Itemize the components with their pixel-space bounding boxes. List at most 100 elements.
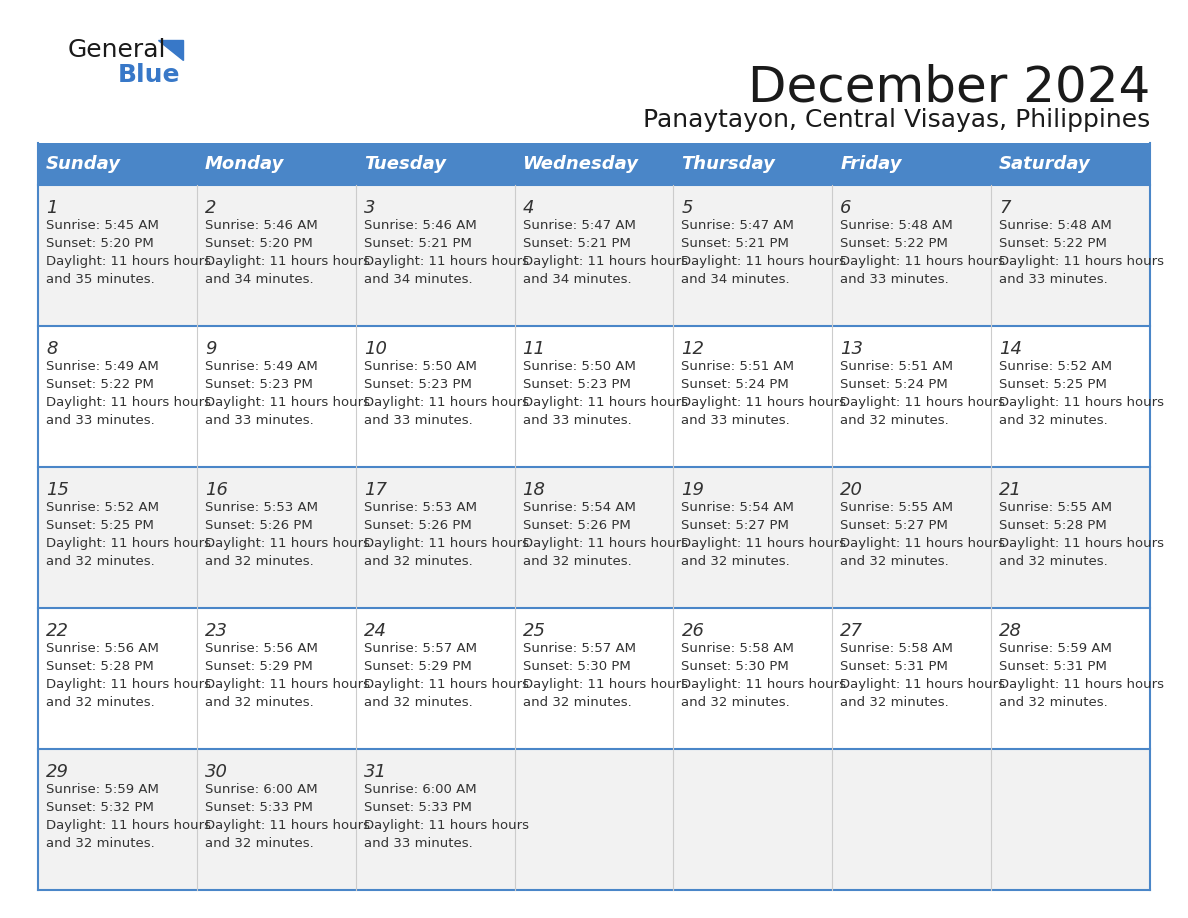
- Text: Sunset: 5:20 PM: Sunset: 5:20 PM: [46, 237, 153, 250]
- Text: Sunset: 5:27 PM: Sunset: 5:27 PM: [840, 519, 948, 532]
- Text: 11: 11: [523, 340, 545, 358]
- Text: and 33 minutes.: and 33 minutes.: [682, 414, 790, 427]
- Bar: [38, 608, 1150, 749]
- Text: Sunrise: 6:00 AM: Sunrise: 6:00 AM: [204, 783, 317, 796]
- Text: Sunset: 5:25 PM: Sunset: 5:25 PM: [999, 378, 1107, 391]
- Text: Sunrise: 5:59 AM: Sunrise: 5:59 AM: [46, 783, 159, 796]
- Text: Sunset: 5:22 PM: Sunset: 5:22 PM: [840, 237, 948, 250]
- Text: Sunset: 5:22 PM: Sunset: 5:22 PM: [46, 378, 154, 391]
- Text: Sunrise: 5:47 AM: Sunrise: 5:47 AM: [523, 219, 636, 232]
- Text: Daylight: 11 hours hours: Daylight: 11 hours hours: [682, 678, 846, 691]
- Text: Sunset: 5:32 PM: Sunset: 5:32 PM: [46, 801, 154, 814]
- Text: 29: 29: [46, 763, 69, 781]
- Text: 1: 1: [46, 199, 57, 217]
- Text: Sunrise: 5:54 AM: Sunrise: 5:54 AM: [682, 501, 795, 514]
- Text: Sunrise: 5:50 AM: Sunrise: 5:50 AM: [364, 360, 476, 373]
- Text: and 32 minutes.: and 32 minutes.: [840, 555, 949, 568]
- Polygon shape: [158, 40, 183, 60]
- Text: and 33 minutes.: and 33 minutes.: [840, 273, 949, 286]
- Text: 19: 19: [682, 481, 704, 499]
- Text: Sunday: Sunday: [46, 155, 121, 173]
- Text: Sunset: 5:21 PM: Sunset: 5:21 PM: [523, 237, 631, 250]
- Text: Sunrise: 5:58 AM: Sunrise: 5:58 AM: [840, 642, 953, 655]
- Text: Sunset: 5:20 PM: Sunset: 5:20 PM: [204, 237, 312, 250]
- Text: Sunset: 5:33 PM: Sunset: 5:33 PM: [364, 801, 472, 814]
- Bar: [38, 143, 1150, 185]
- Text: and 32 minutes.: and 32 minutes.: [204, 555, 314, 568]
- Text: Sunset: 5:21 PM: Sunset: 5:21 PM: [682, 237, 789, 250]
- Text: Sunrise: 5:50 AM: Sunrise: 5:50 AM: [523, 360, 636, 373]
- Text: and 32 minutes.: and 32 minutes.: [364, 696, 473, 709]
- Text: and 33 minutes.: and 33 minutes.: [46, 414, 154, 427]
- Text: 31: 31: [364, 763, 387, 781]
- Text: Daylight: 11 hours hours: Daylight: 11 hours hours: [523, 537, 688, 550]
- Text: Panaytayon, Central Visayas, Philippines: Panaytayon, Central Visayas, Philippines: [643, 108, 1150, 132]
- Text: Sunset: 5:31 PM: Sunset: 5:31 PM: [999, 660, 1107, 673]
- Text: Sunrise: 5:59 AM: Sunrise: 5:59 AM: [999, 642, 1112, 655]
- Text: and 33 minutes.: and 33 minutes.: [999, 273, 1108, 286]
- Text: and 34 minutes.: and 34 minutes.: [523, 273, 631, 286]
- Text: Sunset: 5:23 PM: Sunset: 5:23 PM: [204, 378, 312, 391]
- Text: 10: 10: [364, 340, 387, 358]
- Text: 8: 8: [46, 340, 57, 358]
- Text: 20: 20: [840, 481, 864, 499]
- Text: 12: 12: [682, 340, 704, 358]
- Text: Daylight: 11 hours hours: Daylight: 11 hours hours: [364, 537, 529, 550]
- Text: Daylight: 11 hours hours: Daylight: 11 hours hours: [840, 537, 1005, 550]
- Text: Daylight: 11 hours hours: Daylight: 11 hours hours: [682, 396, 846, 409]
- Text: Sunrise: 5:57 AM: Sunrise: 5:57 AM: [523, 642, 636, 655]
- Text: Sunrise: 5:57 AM: Sunrise: 5:57 AM: [364, 642, 476, 655]
- Text: 5: 5: [682, 199, 693, 217]
- Text: Wednesday: Wednesday: [523, 155, 639, 173]
- Text: Daylight: 11 hours hours: Daylight: 11 hours hours: [46, 819, 211, 832]
- Text: Daylight: 11 hours hours: Daylight: 11 hours hours: [364, 255, 529, 268]
- Text: Daylight: 11 hours hours: Daylight: 11 hours hours: [364, 396, 529, 409]
- Text: and 33 minutes.: and 33 minutes.: [523, 414, 631, 427]
- Text: Sunset: 5:29 PM: Sunset: 5:29 PM: [364, 660, 472, 673]
- Text: 26: 26: [682, 622, 704, 640]
- Text: and 32 minutes.: and 32 minutes.: [682, 696, 790, 709]
- Text: Sunrise: 6:00 AM: Sunrise: 6:00 AM: [364, 783, 476, 796]
- Text: Sunrise: 5:51 AM: Sunrise: 5:51 AM: [682, 360, 795, 373]
- Bar: [38, 326, 1150, 467]
- Text: Daylight: 11 hours hours: Daylight: 11 hours hours: [46, 678, 211, 691]
- Text: 7: 7: [999, 199, 1011, 217]
- Text: Sunrise: 5:56 AM: Sunrise: 5:56 AM: [46, 642, 159, 655]
- Text: Sunset: 5:29 PM: Sunset: 5:29 PM: [204, 660, 312, 673]
- Text: Sunset: 5:26 PM: Sunset: 5:26 PM: [523, 519, 631, 532]
- Text: 21: 21: [999, 481, 1022, 499]
- Text: Daylight: 11 hours hours: Daylight: 11 hours hours: [46, 396, 211, 409]
- Text: and 32 minutes.: and 32 minutes.: [840, 414, 949, 427]
- Text: Daylight: 11 hours hours: Daylight: 11 hours hours: [682, 537, 846, 550]
- Text: Sunset: 5:30 PM: Sunset: 5:30 PM: [523, 660, 631, 673]
- Text: Sunrise: 5:45 AM: Sunrise: 5:45 AM: [46, 219, 159, 232]
- Text: Sunrise: 5:49 AM: Sunrise: 5:49 AM: [204, 360, 317, 373]
- Text: Sunset: 5:24 PM: Sunset: 5:24 PM: [682, 378, 789, 391]
- Text: 23: 23: [204, 622, 228, 640]
- Text: December 2024: December 2024: [747, 63, 1150, 111]
- Text: Sunset: 5:33 PM: Sunset: 5:33 PM: [204, 801, 312, 814]
- Text: Sunset: 5:22 PM: Sunset: 5:22 PM: [999, 237, 1107, 250]
- Text: Daylight: 11 hours hours: Daylight: 11 hours hours: [999, 255, 1164, 268]
- Text: Daylight: 11 hours hours: Daylight: 11 hours hours: [364, 819, 529, 832]
- Text: Sunrise: 5:54 AM: Sunrise: 5:54 AM: [523, 501, 636, 514]
- Text: 22: 22: [46, 622, 69, 640]
- Bar: [38, 467, 1150, 608]
- Text: 28: 28: [999, 622, 1022, 640]
- Text: 3: 3: [364, 199, 375, 217]
- Text: Sunset: 5:23 PM: Sunset: 5:23 PM: [523, 378, 631, 391]
- Text: Daylight: 11 hours hours: Daylight: 11 hours hours: [999, 396, 1164, 409]
- Text: and 32 minutes.: and 32 minutes.: [682, 555, 790, 568]
- Text: Sunrise: 5:48 AM: Sunrise: 5:48 AM: [840, 219, 953, 232]
- Text: and 32 minutes.: and 32 minutes.: [523, 555, 631, 568]
- Text: Friday: Friday: [840, 155, 902, 173]
- Text: and 32 minutes.: and 32 minutes.: [46, 696, 154, 709]
- Text: 13: 13: [840, 340, 864, 358]
- Text: Sunrise: 5:46 AM: Sunrise: 5:46 AM: [364, 219, 476, 232]
- Text: 17: 17: [364, 481, 387, 499]
- Text: 24: 24: [364, 622, 387, 640]
- Text: Daylight: 11 hours hours: Daylight: 11 hours hours: [523, 678, 688, 691]
- Text: Daylight: 11 hours hours: Daylight: 11 hours hours: [204, 255, 369, 268]
- Text: and 34 minutes.: and 34 minutes.: [204, 273, 314, 286]
- Text: 15: 15: [46, 481, 69, 499]
